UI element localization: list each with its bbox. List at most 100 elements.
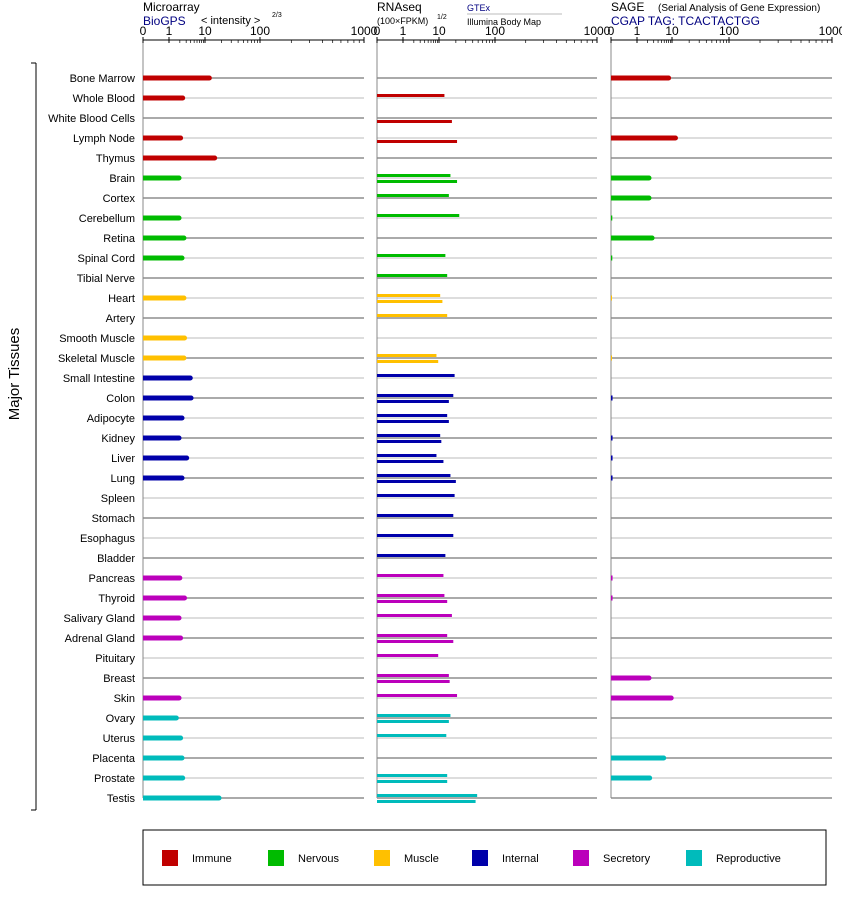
microarray-bar-end xyxy=(176,695,182,701)
gtex-bar xyxy=(377,174,451,177)
microarray-bar-end xyxy=(212,155,218,161)
gtex-bar xyxy=(377,614,452,617)
microarray-title: Microarray xyxy=(143,0,200,14)
rnaseq-tick-label: 10 xyxy=(432,24,446,38)
tissue-label: Whole Blood xyxy=(73,93,135,105)
microarray-bar-end xyxy=(184,455,190,461)
microarray-bar-end xyxy=(182,595,188,601)
illumina-bar xyxy=(377,440,442,443)
tissue-label: White Blood Cells xyxy=(48,113,135,125)
legend-swatch xyxy=(573,850,589,866)
panel-axes: 011010010000110100100001101001000 xyxy=(140,24,842,798)
sage-bar-end xyxy=(668,695,674,701)
gtex-bar xyxy=(377,454,437,457)
tissue-label: Kidney xyxy=(101,433,135,445)
tissue-label: Heart xyxy=(108,293,135,305)
sage-bar-end xyxy=(646,195,652,201)
sage-tick-label: 100 xyxy=(719,24,739,38)
illumina-bar xyxy=(377,400,449,403)
tissue-label: Spleen xyxy=(101,493,135,505)
gtex-bar xyxy=(377,414,448,417)
legend-label: Secretory xyxy=(603,853,651,865)
tissue-label: Adipocyte xyxy=(87,413,135,425)
legend-label: Immune xyxy=(192,853,232,865)
microarray-bar-end xyxy=(176,615,182,621)
tissue-label: Adrenal Gland xyxy=(65,633,135,645)
tissue-label: Spinal Cord xyxy=(78,253,135,265)
sage-bar-end xyxy=(647,775,653,781)
microarray-bar-end xyxy=(179,755,185,761)
tissue-label: Placenta xyxy=(92,753,136,765)
tissue-label: Breast xyxy=(103,673,135,685)
sage-bar-end xyxy=(646,175,652,181)
legend-label: Internal xyxy=(502,853,539,865)
sage-tag: CGAP TAG: TCACTACTGG xyxy=(611,14,760,28)
tissue-label: Stomach xyxy=(92,513,135,525)
tissue-label: Bladder xyxy=(97,553,135,565)
microarray-unit-exponent: 2/3 xyxy=(272,12,282,19)
legend-swatch xyxy=(268,850,284,866)
tissue-label: Bone Marrow xyxy=(70,73,135,85)
legend-swatch xyxy=(162,850,178,866)
sage-bar-end xyxy=(661,755,667,761)
gtex-bar xyxy=(377,654,439,657)
illumina-bar xyxy=(377,640,454,643)
microarray-tick-label: 0 xyxy=(140,24,147,38)
microarray-bar-end xyxy=(180,775,186,781)
illumina-bar xyxy=(377,300,443,303)
microarray-bar-end xyxy=(179,255,185,261)
major-tissues-bracket: Major Tissues xyxy=(6,62,37,811)
legend-label: Reproductive xyxy=(716,853,781,865)
rnaseq-tick-label: 0 xyxy=(374,24,381,38)
microarray-tick-label: 10 xyxy=(198,24,212,38)
microarray-bar-end xyxy=(206,75,212,81)
gtex-bar xyxy=(377,534,454,537)
biogps-source: BioGPS xyxy=(143,14,186,28)
tissue-label: Cerebellum xyxy=(79,213,135,225)
expression-bars xyxy=(143,75,678,803)
tissue-label: Colon xyxy=(106,393,135,405)
legend-swatch xyxy=(686,850,702,866)
tissue-label: Pancreas xyxy=(89,573,136,585)
microarray-bar-end xyxy=(176,435,182,441)
tissue-label: Salivary Gland xyxy=(63,613,135,625)
illumina-bar xyxy=(377,180,458,183)
tissue-label: Brain xyxy=(109,173,135,185)
tissue-label: Liver xyxy=(111,453,135,465)
gtex-bar xyxy=(377,474,451,477)
gtex-bar xyxy=(377,514,454,517)
gtex-bar xyxy=(377,714,451,717)
legend-label: Muscle xyxy=(404,853,439,865)
microarray-unit: < intensity > xyxy=(201,15,260,27)
microarray-bar-end xyxy=(178,735,184,741)
rnaseq-tick-label: 100 xyxy=(485,24,505,38)
microarray-tick-label: 100 xyxy=(250,24,270,38)
illumina-bar xyxy=(377,680,450,683)
illumina-bar xyxy=(377,420,449,423)
rnaseq-unit-exponent: 1/2 xyxy=(437,14,447,21)
sage-tick-label: 0 xyxy=(608,24,615,38)
tissue-label: Testis xyxy=(107,793,136,805)
microarray-bar-end xyxy=(181,235,187,241)
microarray-bar-end xyxy=(178,635,184,641)
microarray-bar-end xyxy=(181,295,187,301)
rnaseq-tick-label: 1 xyxy=(400,24,407,38)
tissue-label: Retina xyxy=(103,233,136,245)
rnaseq-tick-label: 1000 xyxy=(584,24,611,38)
tissue-label: Small Intestine xyxy=(63,373,135,385)
gtex-bar xyxy=(377,674,449,677)
microarray-bar-end xyxy=(187,375,193,381)
gtex-bar xyxy=(377,254,446,257)
gtex-bar xyxy=(377,274,448,277)
tissue-label: Skeletal Muscle xyxy=(58,353,135,365)
microarray-tick-label: 1 xyxy=(166,24,173,38)
sage-bar-end xyxy=(646,675,652,681)
gtex-bar xyxy=(377,554,446,557)
sage-bar-end xyxy=(672,135,678,141)
sage-bar-end xyxy=(666,75,672,81)
microarray-bar-end xyxy=(176,175,182,181)
gtex-bar xyxy=(377,434,441,437)
gtex-bar xyxy=(377,294,441,297)
tissue-label: Tibial Nerve xyxy=(77,273,135,285)
tissue-labels: Bone Marrow Whole Blood White Blood Cells L… xyxy=(48,73,136,805)
